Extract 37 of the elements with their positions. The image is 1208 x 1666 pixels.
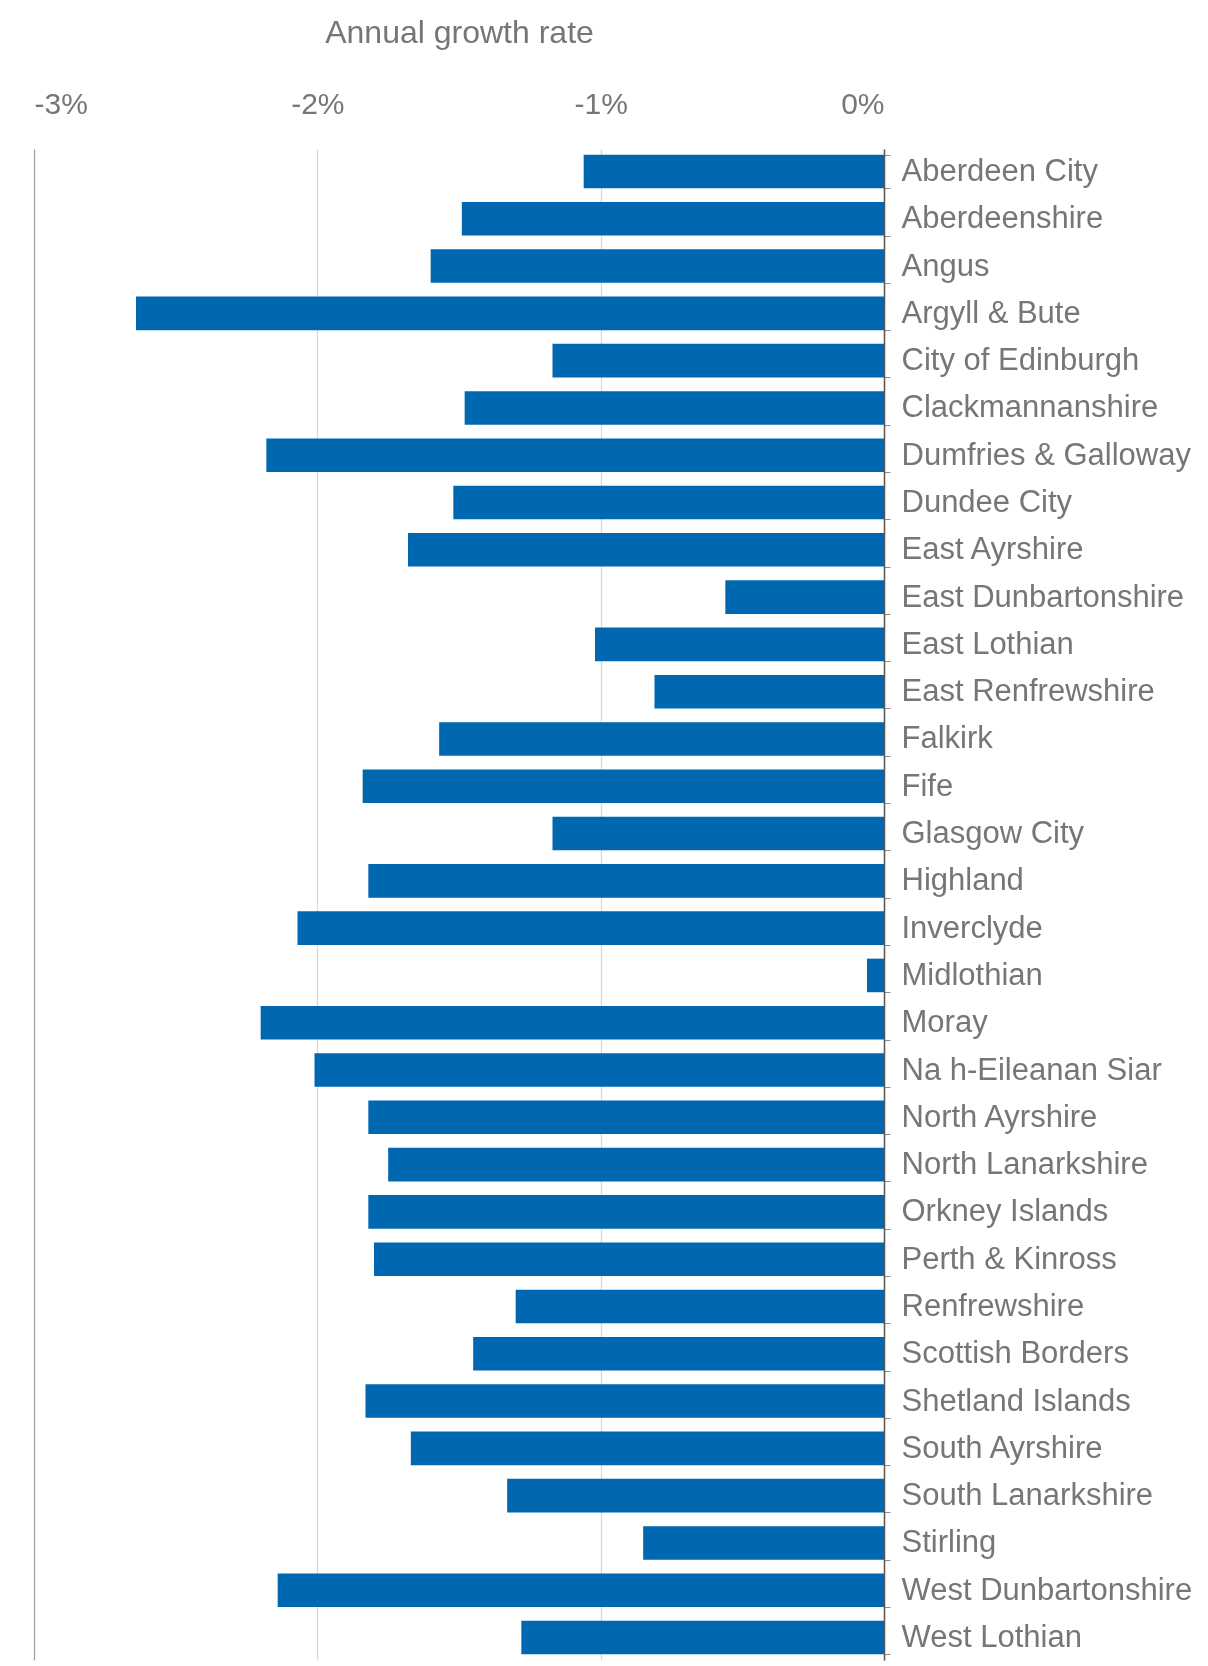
y-tick-label: Angus (901, 247, 990, 283)
x-tick-label: -2% (291, 86, 345, 120)
x-tick-label: -3% (34, 86, 88, 120)
y-tick-label: East Lothian (901, 625, 1074, 661)
y-tick-label: Perth & Kinross (901, 1240, 1117, 1276)
y-tick-label: North Ayrshire (901, 1098, 1098, 1134)
y-tick-label: Aberdeenshire (901, 200, 1104, 236)
y-tick-label: South Ayrshire (901, 1429, 1103, 1465)
y-tick-label: Shetland Islands (901, 1382, 1131, 1418)
y-tick-label: South Lanarkshire (901, 1477, 1154, 1513)
y-tick-label: Highland (901, 862, 1024, 898)
y-tick-label: Midlothian (901, 956, 1043, 992)
y-tick-label: City of Edinburgh (901, 342, 1140, 378)
y-tick-label: West Dunbartonshire (901, 1571, 1193, 1607)
x-tick-label: 0% (841, 86, 885, 120)
y-tick-label: East Ayrshire (901, 531, 1084, 567)
y-tick-label: Na h-Eileanan Siar (901, 1051, 1162, 1087)
x-axis-title: Annual growth rate (325, 13, 594, 50)
y-tick-label: Orkney Islands (901, 1193, 1109, 1229)
y-tick-label: Moray (901, 1004, 989, 1040)
y-tick-label: East Dunbartonshire (901, 578, 1185, 614)
y-tick-label: North Lanarkshire (901, 1146, 1148, 1182)
x-tick-label: -1% (574, 86, 628, 120)
y-tick-label: West Lothian (901, 1619, 1082, 1655)
y-tick-label: Falkirk (901, 720, 994, 756)
y-tick-label: Clackmannanshire (901, 389, 1159, 425)
y-tick-label: Fife (901, 767, 954, 803)
y-tick-label: East Renfrewshire (901, 673, 1155, 709)
y-tick-label: Glasgow City (901, 815, 1085, 851)
y-tick-label: Stirling (901, 1524, 997, 1560)
y-tick-label: Renfrewshire (901, 1287, 1085, 1323)
y-tick-label: Inverclyde (901, 909, 1043, 945)
y-tick-label: Scottish Borders (901, 1335, 1129, 1371)
y-tick-label: Dumfries & Galloway (901, 436, 1192, 472)
y-tick-label: Argyll & Bute (901, 294, 1081, 330)
y-tick-label: Dundee City (901, 484, 1073, 520)
y-tick-label: Aberdeen City (901, 152, 1099, 188)
